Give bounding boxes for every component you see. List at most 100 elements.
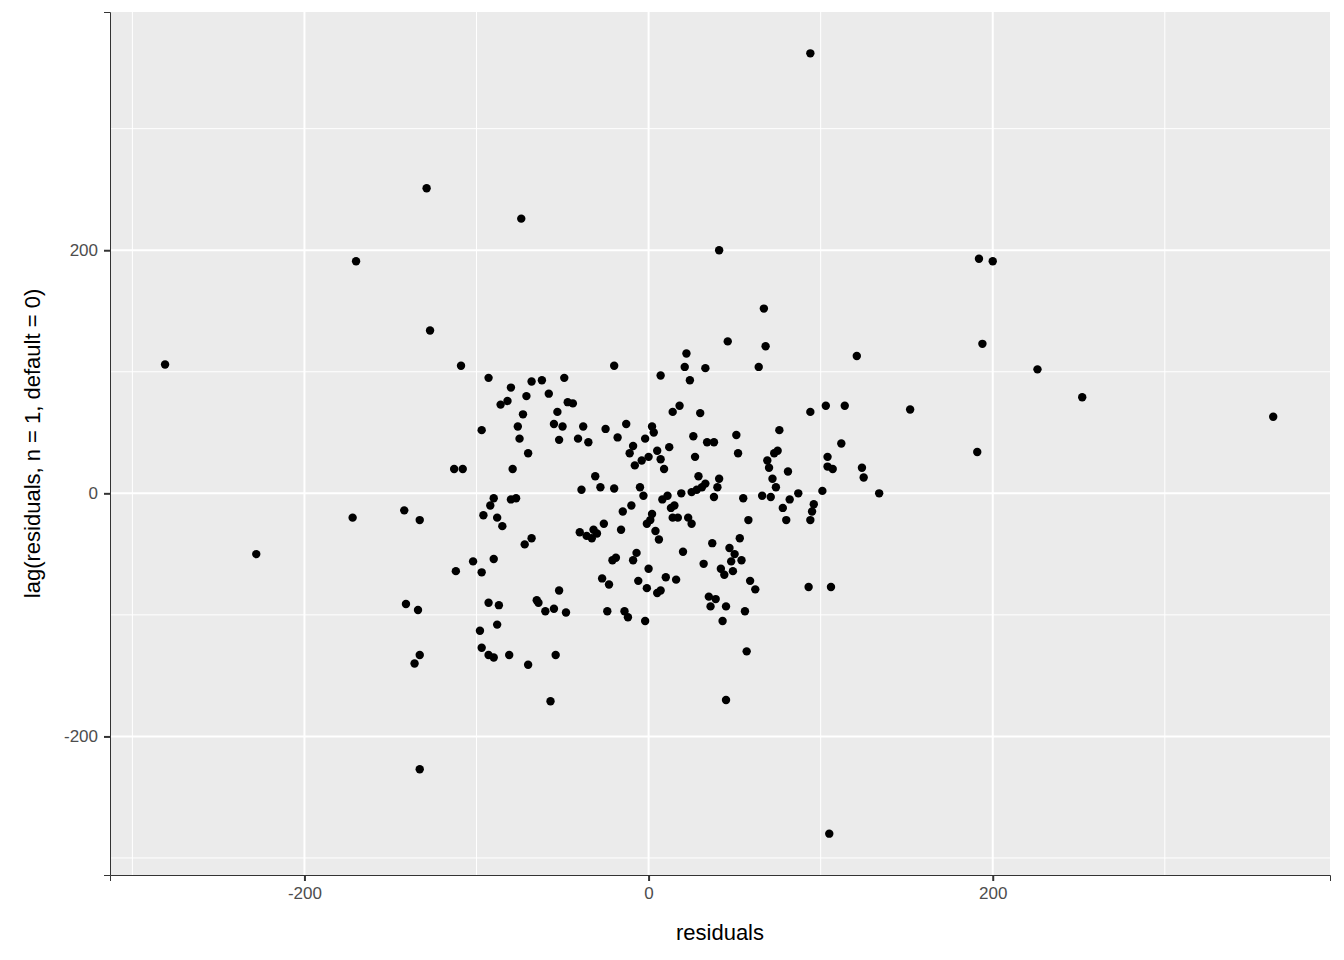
point — [906, 405, 914, 413]
tick: 0 — [644, 875, 653, 903]
point — [493, 620, 501, 628]
point — [827, 583, 835, 591]
point — [459, 465, 467, 473]
point — [648, 510, 656, 518]
point — [761, 342, 769, 350]
point — [859, 473, 867, 481]
point — [579, 422, 587, 430]
tick-label: 0 — [644, 884, 653, 903]
point — [484, 599, 492, 607]
point — [808, 507, 816, 515]
minor-grid-line — [1164, 12, 1165, 875]
grid-line — [648, 12, 650, 875]
point — [730, 550, 738, 558]
panel-background — [110, 12, 1330, 875]
point — [422, 184, 430, 192]
tick-mark — [992, 875, 994, 881]
x-axis-title: residuals — [676, 920, 764, 945]
point — [772, 483, 780, 491]
point — [643, 584, 651, 592]
point — [701, 479, 709, 487]
point — [741, 607, 749, 615]
point — [806, 49, 814, 57]
point — [582, 532, 590, 540]
point — [617, 526, 625, 534]
point — [672, 575, 680, 583]
point — [490, 555, 498, 563]
y-axis: -2000200 — [64, 13, 111, 876]
point — [663, 492, 671, 500]
point — [765, 464, 773, 472]
point — [670, 501, 678, 509]
x-axis: -2000200 — [111, 875, 1331, 903]
point — [490, 653, 498, 661]
plot: -2000200-2000200 — [64, 12, 1331, 903]
point — [641, 617, 649, 625]
point — [768, 475, 776, 483]
point — [558, 422, 566, 430]
point — [490, 494, 498, 502]
point — [650, 428, 658, 436]
y-axis-title: lag(residuals, n = 1, default = 0) — [20, 289, 45, 598]
point — [691, 453, 699, 461]
point — [644, 453, 652, 461]
point — [589, 526, 597, 534]
point — [822, 402, 830, 410]
point — [562, 608, 570, 616]
point — [973, 448, 981, 456]
point — [755, 363, 763, 371]
point — [629, 442, 637, 450]
point — [479, 511, 487, 519]
point — [493, 513, 501, 521]
point — [641, 434, 649, 442]
point — [416, 765, 424, 773]
point — [806, 408, 814, 416]
minor-grid-line — [110, 857, 1330, 858]
point — [701, 364, 709, 372]
point — [775, 426, 783, 434]
point — [631, 461, 639, 469]
point — [514, 422, 522, 430]
point — [477, 644, 485, 652]
point — [550, 605, 558, 613]
point — [498, 522, 506, 530]
point — [668, 408, 676, 416]
point — [689, 432, 697, 440]
point — [527, 377, 535, 385]
grid-line — [992, 12, 994, 875]
point — [416, 651, 424, 659]
point — [687, 488, 695, 496]
point — [668, 513, 676, 521]
minor-grid-line — [132, 12, 133, 875]
point — [503, 397, 511, 405]
point — [665, 443, 673, 451]
tick-label: 0 — [89, 484, 98, 503]
point — [823, 453, 831, 461]
points — [161, 49, 1278, 838]
grid-line — [110, 492, 1330, 494]
point — [651, 527, 659, 535]
point — [515, 434, 523, 442]
tick-label: -200 — [288, 884, 322, 903]
point — [644, 564, 652, 572]
point — [681, 363, 689, 371]
point — [522, 392, 530, 400]
point — [734, 449, 742, 457]
point — [656, 371, 664, 379]
tick-mark — [304, 875, 306, 881]
point — [555, 586, 563, 594]
point — [505, 651, 513, 659]
point — [794, 489, 802, 497]
point — [841, 402, 849, 410]
point — [507, 383, 515, 391]
tick-label: -200 — [64, 727, 98, 746]
point — [686, 376, 694, 384]
point — [632, 549, 640, 557]
point — [1078, 393, 1086, 401]
point — [779, 504, 787, 512]
point — [694, 472, 702, 480]
point — [655, 535, 663, 543]
point — [508, 465, 516, 473]
tick-mark — [104, 250, 110, 252]
point — [486, 501, 494, 509]
